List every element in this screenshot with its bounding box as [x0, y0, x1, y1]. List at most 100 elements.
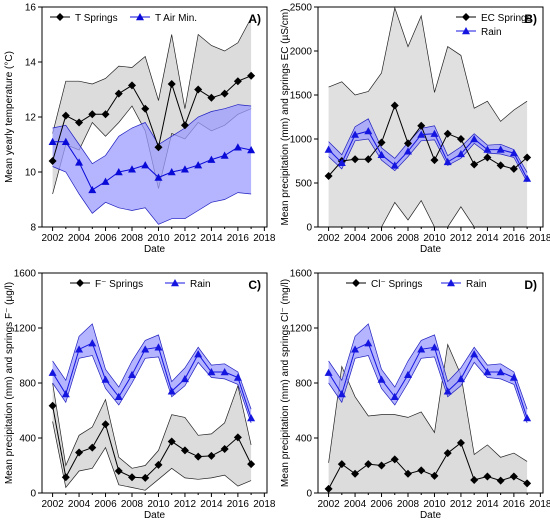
data-point — [456, 374, 465, 383]
data-point — [430, 343, 439, 351]
x-tick-label: 2016 — [227, 499, 250, 510]
data-point — [523, 153, 532, 162]
series-line-2 — [52, 342, 252, 419]
data-point — [337, 460, 346, 469]
data-point — [48, 401, 57, 410]
y-tick-label: 10 — [25, 168, 37, 179]
legend-marker — [447, 279, 455, 287]
band-upper-1 — [52, 17, 252, 134]
data-point — [88, 110, 97, 119]
data-point — [220, 89, 229, 98]
y-tick-label: 14 — [25, 58, 37, 69]
data-point — [324, 145, 333, 153]
data-point — [88, 339, 97, 347]
data-point — [523, 174, 532, 182]
y-tick-label: 400 — [295, 434, 312, 445]
x-tick-label: 2012 — [174, 499, 197, 510]
y-tick-label: 0 — [306, 489, 312, 500]
x-tick-label: 2016 — [227, 233, 250, 244]
data-point — [443, 387, 452, 395]
data-point — [377, 375, 386, 383]
data-point — [233, 373, 242, 381]
x-tick-label: 2010 — [147, 499, 170, 510]
legend-label: T Springs — [75, 13, 118, 24]
data-point — [154, 143, 163, 152]
x-tick-label: 2012 — [174, 233, 197, 244]
data-point — [154, 173, 163, 181]
legend-label: Rain — [466, 279, 487, 290]
data-point — [470, 160, 479, 169]
legend-marker — [462, 27, 470, 35]
data-point — [364, 339, 373, 347]
data-point — [430, 156, 439, 165]
y-tick-label: 2000 — [290, 47, 313, 58]
data-point — [509, 164, 518, 173]
x-tick-label: 2004 — [344, 233, 367, 244]
y-tick-label: 0 — [306, 223, 312, 234]
data-point — [430, 471, 439, 480]
x-tick-label: 2016 — [503, 233, 526, 244]
data-point — [443, 449, 452, 458]
data-point — [75, 158, 84, 166]
data-point — [364, 127, 373, 135]
data-point — [88, 185, 97, 194]
data-point — [61, 111, 70, 120]
data-point — [207, 451, 216, 460]
data-point — [167, 80, 176, 88]
data-point — [207, 93, 216, 102]
data-point — [509, 373, 518, 381]
data-point — [207, 155, 216, 163]
band-lower-2 — [328, 355, 528, 424]
x-tick-label: 2014 — [476, 499, 499, 510]
data-point — [377, 461, 386, 470]
legend-label: Rain — [190, 279, 211, 290]
y-tick-label: 12 — [25, 113, 37, 124]
data-point — [496, 161, 505, 170]
panel-2: 2002 2004 2006 2008 2010 2012 2014 2016 2018 0 500… — [280, 3, 550, 256]
x-tick-label: 2002 — [317, 233, 340, 244]
y-tick-label: 16 — [25, 3, 37, 14]
data-point — [194, 452, 203, 461]
x-tick-label: 2018 — [529, 499, 550, 510]
x-tick-label: 2012 — [450, 233, 473, 244]
data-point — [61, 137, 70, 145]
band-lower-1 — [328, 199, 528, 227]
data-point — [417, 121, 426, 130]
band-2 — [52, 323, 252, 423]
y-tick-label: 400 — [19, 434, 36, 445]
data-point — [351, 345, 360, 353]
data-point — [180, 165, 189, 173]
data-point — [167, 387, 176, 395]
data-point — [483, 472, 492, 481]
legend-marker — [462, 13, 470, 21]
band-lower-2 — [328, 138, 528, 183]
data-point — [443, 157, 452, 166]
legend-marker — [171, 279, 179, 287]
data-point — [220, 368, 229, 376]
data-point — [61, 390, 70, 398]
series-line-1 — [328, 104, 528, 177]
data-point — [351, 469, 360, 478]
data-point — [180, 446, 189, 455]
series-line-1 — [328, 441, 528, 490]
data-point — [364, 155, 373, 164]
y-tick-label: 2500 — [290, 3, 313, 14]
x-tick-label: 2008 — [121, 499, 144, 510]
data-point — [128, 81, 136, 90]
y-tick-label: 800 — [19, 379, 36, 390]
panel-1: 2002 2004 2006 2008 2010 2012 2014 2016 2018 8 10 1… — [4, 3, 276, 256]
data-point — [154, 343, 163, 351]
data-point — [167, 168, 176, 176]
data-point — [233, 143, 242, 151]
data-point — [456, 438, 465, 447]
x-tick-label: 2010 — [423, 499, 446, 510]
legend: EC Springs Rain — [456, 13, 532, 38]
data-point — [141, 345, 150, 353]
data-point — [470, 350, 479, 358]
data-point — [88, 443, 97, 452]
legend-marker — [136, 13, 144, 21]
data-point — [417, 345, 426, 353]
legend-label: EC Springs — [481, 13, 532, 24]
data-point — [128, 165, 136, 173]
